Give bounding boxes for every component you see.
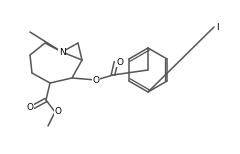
Text: N: N bbox=[59, 47, 65, 57]
Text: O: O bbox=[54, 107, 61, 116]
Text: O: O bbox=[92, 75, 100, 85]
Text: O: O bbox=[26, 103, 34, 111]
Text: O: O bbox=[116, 57, 124, 67]
Text: I: I bbox=[216, 22, 219, 32]
